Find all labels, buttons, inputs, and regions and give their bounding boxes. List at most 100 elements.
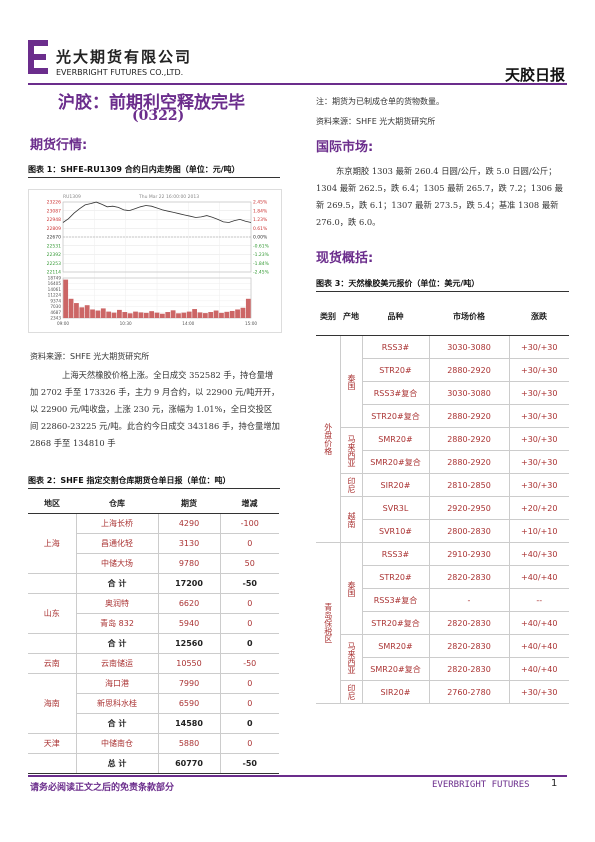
volume-bar	[106, 311, 112, 318]
chg-cell: -50	[220, 753, 279, 774]
grade-cell: RSS3#复合	[362, 588, 430, 612]
y-tick-label: 22114	[47, 270, 61, 276]
grade-cell: RSS3#	[362, 542, 430, 566]
qty-cell: 5940	[158, 613, 221, 634]
grade-cell: SMR20#	[362, 427, 430, 451]
subtotal-row: 合 计 14580 0	[28, 713, 279, 734]
change-cell: +30/+30	[509, 450, 569, 474]
col-warehouse: 仓库	[76, 494, 158, 514]
futures-paragraph: 上海天然橡胶价格上涨。全日成交 352582 手，持仓量增加 2702 手至 1…	[30, 370, 280, 448]
y-tick-label-right: -2.45%	[253, 270, 270, 276]
chg-cell: 0	[220, 593, 279, 614]
y-tick-label-right: -0.61%	[253, 243, 270, 249]
grand-total-row: 总 计 60770 -50	[28, 753, 279, 774]
chart-title-left: RU1309	[63, 194, 81, 200]
total-label: 合 计	[76, 713, 159, 734]
grade-cell: SVR3L	[362, 496, 430, 520]
volume-bar	[245, 298, 251, 318]
qty-cell: 7990	[158, 673, 221, 694]
x-tick-label: 15:00	[245, 321, 257, 326]
chg-cell: 0	[220, 633, 279, 654]
logo-chinese-name: 光大期货有限公司	[56, 48, 193, 66]
warehouse-cell: 奥润特	[76, 593, 159, 614]
region-cell: 上海	[28, 513, 77, 574]
chg-cell: 0	[220, 673, 279, 694]
volume-bar	[224, 311, 230, 318]
volume-bar	[133, 311, 138, 318]
change-cell: +40/+40	[509, 657, 569, 681]
qty-cell: 17200	[158, 573, 221, 594]
col-region: 地区	[28, 494, 76, 514]
volume-bar	[202, 313, 208, 318]
grade-cell: STR20#	[362, 358, 430, 382]
footer-divider	[28, 775, 567, 777]
figure3-caption: 图表 3：天然橡胶美元报价（单位：美元/吨）	[316, 278, 569, 292]
warehouse-cell: 中储南仓	[76, 733, 159, 754]
y-tick-label: 22392	[47, 252, 61, 258]
col-origin: 产地	[340, 297, 362, 336]
vol-tick-label: 2343	[50, 316, 61, 321]
y-tick-label: 23226	[47, 200, 61, 206]
change-cell: +30/+30	[509, 404, 569, 428]
table-row: 外盘价格 泰国 RSS3# 3030-3080 +30/+30	[316, 335, 569, 543]
origin-cell: 泰国	[340, 335, 363, 428]
company-logo	[28, 40, 50, 74]
intraday-chart: RU1309 Thu Mar 22 16:00:00 2013 23226 2.4…	[28, 189, 282, 333]
price-cell: 2880-2920	[429, 427, 510, 451]
col-category: 类别	[316, 297, 340, 336]
table-row: STR20#复合 2880-2920 +30/+30	[316, 404, 569, 428]
total-label: 合 计	[76, 573, 159, 594]
origin-cell: 马来西亚	[340, 634, 363, 681]
qty-cell: 6590	[158, 693, 221, 714]
volume-bar	[159, 313, 165, 318]
y-tick-label-right: 0.00%	[253, 235, 268, 241]
price-cell: 2820-2830	[429, 634, 510, 658]
chg-cell: -50	[220, 573, 279, 594]
warehouse-cell: 云南储运	[76, 653, 159, 674]
chg-cell: 0	[220, 693, 279, 714]
warehouse-table: 地区 仓库 期货 增减 上海 上海长桥 4290 -100 昌通化轻 3130 …	[28, 494, 279, 774]
price-cell: 3030-3080	[429, 381, 510, 405]
y-tick-label-right: 2.45%	[253, 200, 268, 206]
grade-cell: SMR20#	[362, 634, 430, 658]
origin-cell: 印尼	[340, 680, 363, 704]
price-cell: 2820-2830	[429, 611, 510, 635]
table-row: 上海 上海长桥 4290 -100	[28, 513, 279, 574]
footer-disclaimer: 请务必阅读正文之后的免责条款部分	[30, 783, 175, 793]
vol-tick-label: 16405	[48, 281, 62, 286]
vol-tick-label: 7030	[50, 304, 61, 309]
y-tick-label-right: -1.23%	[253, 252, 270, 258]
region-cell: 天津	[28, 733, 77, 754]
qty-cell: 9780	[158, 553, 221, 574]
warehouse-cell: 上海长桥	[76, 513, 159, 534]
subtotal-row: 合 计 17200 -50	[28, 573, 279, 594]
table-row: 山东 奥润特 6620 0	[28, 593, 279, 634]
volume-bar	[192, 309, 197, 318]
table-row: 马来西亚 SMR20# 2880-2920 +30/+30	[316, 427, 569, 474]
chg-cell: -100	[220, 513, 279, 534]
table-row: 青岛 832 5940 0	[28, 613, 279, 634]
warehouse-cell: 新思科水桂	[76, 693, 159, 714]
qty-cell: 14580	[158, 713, 221, 734]
grade-cell: SMR20#复合	[362, 657, 430, 681]
table-row: SVR10# 2800-2830 +10/+10	[316, 519, 569, 543]
page-number: 1	[551, 778, 558, 789]
volume-bar	[165, 312, 171, 318]
origin-cell: 马来西亚	[340, 427, 363, 474]
table-note: 注：期货为已制成仓单的货物数量。	[316, 97, 444, 106]
source-table2: 资料来源：SHFE 光大期货研究所	[316, 117, 436, 126]
x-tick-label: 14:00	[182, 321, 194, 326]
vol-tick-label: 18749	[48, 276, 62, 281]
col-grade: 品种	[362, 297, 429, 336]
category-cell: 青岛保税区	[316, 542, 341, 704]
volume-bar	[100, 308, 106, 318]
price-cell: 2820-2830	[429, 657, 510, 681]
volume-bar	[79, 307, 85, 318]
warehouse-cell: 海口港	[76, 673, 159, 694]
warehouse-cell: 昌通化轻	[76, 533, 159, 554]
price-cell: 2800-2830	[429, 519, 510, 543]
volume-bar	[138, 312, 144, 318]
change-cell: +20/+20	[509, 496, 569, 520]
headline-date: (0322)	[132, 108, 185, 124]
header-divider	[28, 83, 567, 85]
